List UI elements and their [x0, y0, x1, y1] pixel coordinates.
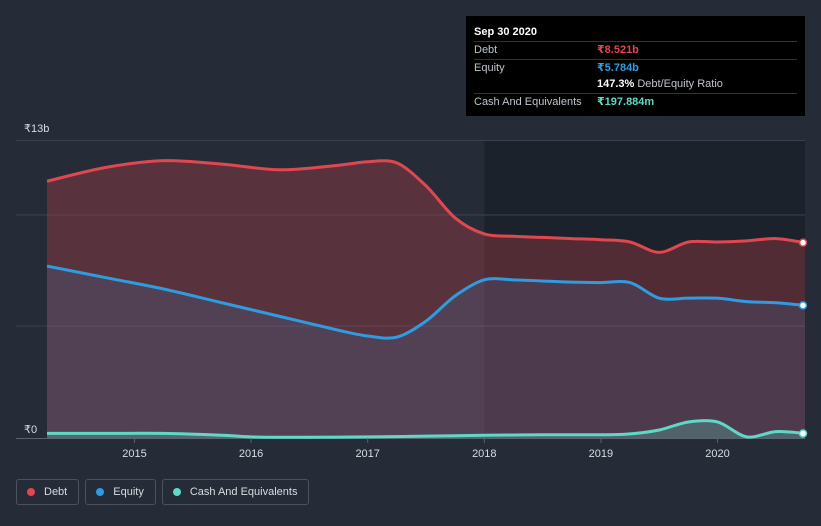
tooltip-date: Sep 30 2020	[474, 26, 537, 38]
legend-label: Equity	[113, 486, 144, 498]
tooltip-value: ₹8.521b	[597, 44, 639, 56]
x-axis-ticks: 2015 2016 2017 2018 2019 2020	[122, 438, 730, 460]
legend: Debt Equity Cash And Equivalents	[16, 479, 310, 505]
legend-dot-icon	[96, 488, 105, 496]
tooltip-panel: Sep 30 2020 Debt ₹8.521b Equity ₹5.784b …	[466, 16, 805, 116]
line-debt	[46, 159, 806, 254]
endpoint-cash-and-equivalents	[798, 429, 808, 438]
tooltip-row-cash: Cash And Equivalents ₹197.884m	[474, 92, 797, 111]
area-debt	[47, 160, 805, 439]
legend-item-debt[interactable]: Debt	[16, 479, 80, 505]
y-tick-label-min: ₹0	[24, 424, 38, 436]
endpoint-debt	[798, 238, 808, 247]
tooltip-value: ₹197.884m	[597, 95, 655, 108]
line-equity	[46, 264, 806, 340]
legend-item-equity[interactable]: Equity	[85, 479, 156, 505]
x-tick-label: 2017	[355, 448, 379, 460]
x-tick-label: 2018	[472, 448, 496, 460]
x-tick-label: 2015	[122, 448, 146, 460]
series-lines	[46, 159, 806, 439]
tooltip-row-debt: Debt ₹8.521b	[474, 41, 797, 59]
tooltip-value: ₹5.784b	[597, 61, 639, 74]
tooltip-label	[474, 76, 597, 93]
area-equity	[47, 266, 805, 438]
series-endpoints	[798, 238, 808, 438]
y-tick-label-max: ₹13b	[24, 123, 50, 135]
tooltip-label: Equity	[474, 61, 505, 74]
tooltip-value: 147.3%	[597, 78, 635, 90]
legend-label: Cash And Equivalents	[189, 486, 298, 498]
tooltip-row-ratio: 147.3% Debt/Equity Ratio	[474, 76, 797, 93]
tooltip-row-equity: Equity ₹5.784b	[474, 58, 797, 77]
tooltip-label: Debt	[474, 44, 498, 56]
legend-dot-icon	[172, 488, 181, 496]
x-tick-label: 2016	[239, 448, 263, 460]
tooltip-sub: Debt/Equity Ratio	[637, 78, 723, 90]
legend-item-cash[interactable]: Cash And Equivalents	[161, 479, 310, 505]
x-tick-label: 2020	[705, 448, 729, 460]
legend-dot-icon	[27, 488, 35, 496]
grid-lines	[16, 140, 805, 439]
line-cash-and-equivalents	[46, 419, 806, 439]
endpoint-equity	[798, 301, 808, 310]
legend-label: Debt	[44, 486, 68, 498]
tooltip-label: Cash And Equivalents	[474, 95, 582, 108]
x-tick-label: 2019	[589, 448, 613, 460]
area-cash-and-equivalents	[47, 420, 805, 438]
series-areas	[47, 160, 805, 439]
